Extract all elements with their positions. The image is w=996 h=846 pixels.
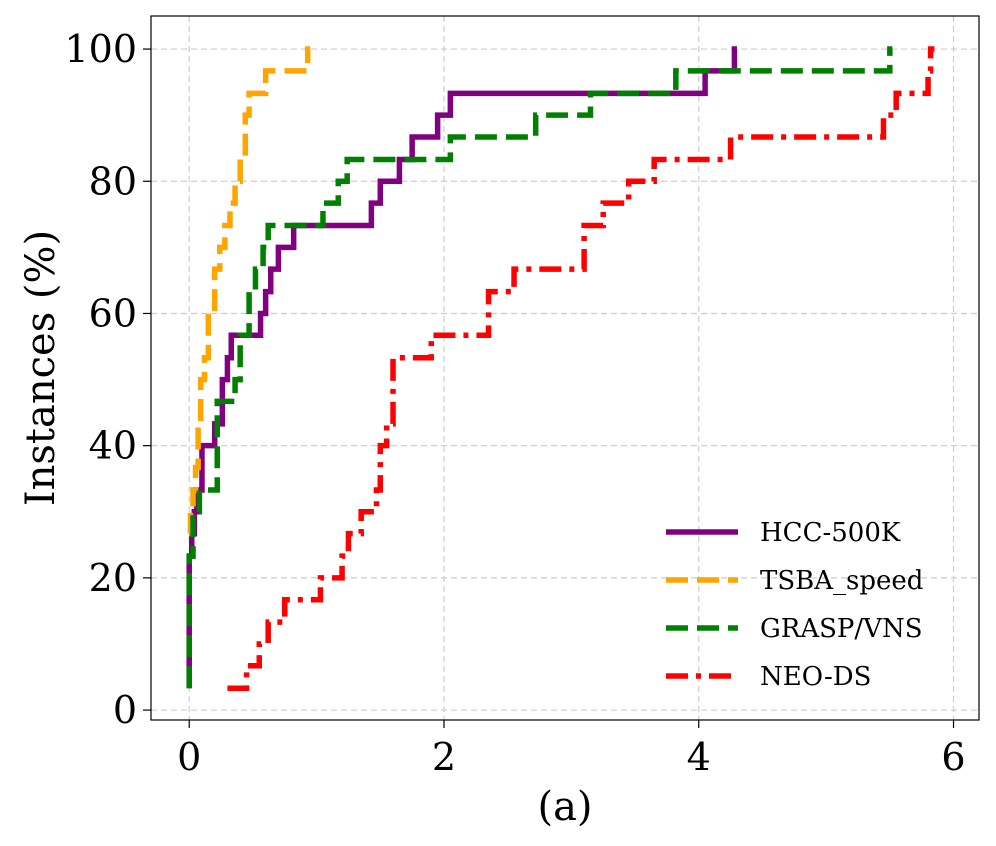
series-line-2	[187, 46, 311, 537]
series-line-1	[186, 46, 738, 689]
grid	[151, 16, 979, 720]
x-tick-label: 0	[177, 735, 201, 779]
series-line-3	[186, 46, 893, 689]
y-tick-label: 60	[89, 291, 137, 335]
y-tick-label: 80	[89, 159, 137, 203]
x-tick-label: 4	[687, 735, 711, 779]
x-axis-title: (a)	[537, 784, 592, 830]
y-tick-label: 20	[89, 556, 137, 600]
legend: HCC-500K TSBA_speed GRASP/VNS NEO-DS	[666, 518, 923, 692]
y-tick-label: 40	[89, 424, 137, 468]
legend-label-2: TSBA_speed	[760, 566, 923, 596]
plot-area	[186, 46, 935, 692]
legend-label-4: NEO-DS	[760, 662, 871, 692]
y-axis-title: Instances (%)	[18, 230, 64, 506]
y-tick-label: 100	[64, 27, 137, 71]
y-tick-label: 0	[113, 688, 137, 732]
legend-label-1: HCC-500K	[760, 518, 901, 548]
x-tick-label: 6	[941, 735, 965, 779]
series-line-4	[227, 46, 935, 692]
x-tick-label: 2	[432, 735, 456, 779]
legend-label-3: GRASP/VNS	[760, 614, 923, 644]
plot-frame	[150, 15, 980, 721]
